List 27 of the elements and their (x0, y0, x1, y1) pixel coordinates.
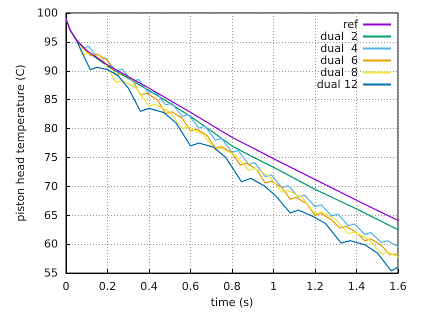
y-axis-title: piston head temperature (C) (14, 64, 28, 222)
y-tick-label: 95 (44, 35, 58, 48)
legend-label: dual 2 (320, 30, 358, 43)
x-axis-title: time (s) (210, 296, 254, 309)
x-tick-label: 0.4 (140, 280, 158, 294)
y-tick-label: 80 (44, 122, 58, 136)
y-tick-label: 100 (37, 6, 58, 20)
x-tick-label: 1.6 (389, 280, 407, 294)
x-tick-label: 1.2 (306, 280, 324, 294)
x-tick-label: 1 (270, 280, 277, 294)
y-tick-label: 85 (44, 93, 58, 106)
x-tick-label: 0.6 (182, 280, 200, 294)
legend-label: dual 12 (316, 78, 358, 91)
legend-label: dual 8 (320, 66, 358, 79)
legend-label: dual 6 (320, 54, 358, 67)
y-tick-label: 60 (44, 238, 58, 251)
x-tick-label: 1.4 (348, 280, 366, 294)
y-tick-label: 65 (44, 208, 58, 222)
y-tick-label: 90 (44, 64, 58, 78)
x-tick-label: 0.8 (223, 280, 241, 294)
y-tick-label: 75 (44, 151, 58, 164)
y-tick-label: 70 (44, 180, 58, 193)
y-tick-label: 55 (44, 266, 58, 280)
x-tick-label: 0.2 (98, 280, 116, 294)
x-tick-label: 0 (62, 280, 70, 294)
legend-label: ref (343, 18, 360, 31)
legend-label: dual 4 (320, 42, 358, 55)
